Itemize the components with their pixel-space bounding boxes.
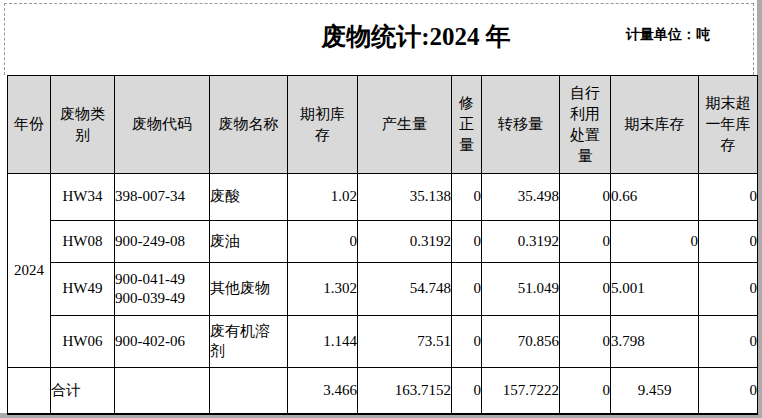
cell-closing[interactable]: 3.798 bbox=[611, 316, 699, 368]
cell-correction[interactable]: 0 bbox=[452, 221, 482, 263]
cell-generated[interactable]: 35.138 bbox=[358, 174, 452, 221]
cell-self-disposed[interactable]: 0 bbox=[560, 221, 611, 263]
page-break-line-top bbox=[4, 3, 754, 4]
cell-year-empty[interactable] bbox=[8, 368, 51, 414]
cell-closing[interactable]: 0.66 bbox=[611, 174, 699, 221]
cell-total-transferred[interactable]: 157.7222 bbox=[482, 368, 560, 414]
header-waste-name[interactable]: 废物名称 bbox=[210, 76, 288, 174]
cell-self-disposed[interactable]: 0 bbox=[560, 174, 611, 221]
cell-opening[interactable]: 1.144 bbox=[288, 316, 358, 368]
header-waste-code[interactable]: 废物代码 bbox=[115, 76, 210, 174]
cell-name[interactable]: 废油 bbox=[210, 221, 288, 263]
cell-code[interactable]: 900-402-06 bbox=[115, 316, 210, 368]
cell-transferred[interactable]: 51.049 bbox=[482, 263, 560, 316]
cell-code[interactable]: 398-007-34 bbox=[115, 174, 210, 221]
cell-correction[interactable]: 0 bbox=[452, 263, 482, 316]
cell-self-disposed[interactable]: 0 bbox=[560, 316, 611, 368]
cell-code[interactable]: 900-249-08 bbox=[115, 221, 210, 263]
cell-total-generated[interactable]: 163.7152 bbox=[358, 368, 452, 414]
waste-statistics-table: 年份 废物类 别 废物代码 废物名称 期初库 存 产生量 修 正 量 转移量 自… bbox=[7, 75, 758, 415]
cell-closing[interactable]: 0 bbox=[611, 221, 699, 263]
cell-category[interactable]: HW49 bbox=[51, 263, 115, 316]
cell-correction[interactable]: 0 bbox=[452, 174, 482, 221]
table-row-hw49: HW49 900-041-49 900-039-49 其他废物 1.302 54… bbox=[8, 263, 758, 316]
header-closing-stock[interactable]: 期末库存 bbox=[611, 76, 699, 174]
cell-over-one-year[interactable]: 0 bbox=[699, 221, 758, 263]
header-self-disposed[interactable]: 自行 利用 处置 量 bbox=[560, 76, 611, 174]
cell-closing[interactable]: 5.001 bbox=[611, 263, 699, 316]
cell-transferred[interactable]: 0.3192 bbox=[482, 221, 560, 263]
unit-label: 计量单位：吨 bbox=[626, 26, 710, 44]
header-opening-stock[interactable]: 期初库 存 bbox=[288, 76, 358, 174]
cell-total-closing[interactable]: 9.459 bbox=[611, 368, 699, 414]
table-row-hw34: 2024 HW34 398-007-34 废酸 1.02 35.138 0 35… bbox=[8, 174, 758, 221]
header-over-one-year[interactable]: 期末超 一年库 存 bbox=[699, 76, 758, 174]
cell-category[interactable]: HW34 bbox=[51, 174, 115, 221]
header-year[interactable]: 年份 bbox=[8, 76, 51, 174]
table-row-hw06: HW06 900-402-06 废有机溶 剂 1.144 73.51 0 70.… bbox=[8, 316, 758, 368]
cell-total-over-one-year[interactable]: 0 bbox=[699, 368, 758, 414]
cell-year[interactable]: 2024 bbox=[8, 174, 51, 368]
spreadsheet-screen: 废物统计:2024 年 计量单位：吨 年份 废物类 别 废物代码 废物名称 期初… bbox=[0, 0, 762, 418]
cell-opening[interactable]: 0 bbox=[288, 221, 358, 263]
cell-category[interactable]: HW06 bbox=[51, 316, 115, 368]
page-break-line-left bbox=[4, 3, 5, 75]
cell-category[interactable]: HW08 bbox=[51, 221, 115, 263]
cell-opening[interactable]: 1.302 bbox=[288, 263, 358, 316]
table-row-total: 合计 3.466 163.7152 0 157.7222 0 9.459 0 bbox=[8, 368, 758, 414]
cell-total-correction[interactable]: 0 bbox=[452, 368, 482, 414]
cell-name[interactable]: 废有机溶 剂 bbox=[210, 316, 288, 368]
cell-code-empty[interactable] bbox=[115, 368, 210, 414]
cell-name[interactable]: 其他废物 bbox=[210, 263, 288, 316]
cell-opening[interactable]: 1.02 bbox=[288, 174, 358, 221]
cell-transferred[interactable]: 70.856 bbox=[482, 316, 560, 368]
header-transferred[interactable]: 转移量 bbox=[482, 76, 560, 174]
page-break-line-right bbox=[753, 3, 754, 75]
cell-total-self-disposed[interactable]: 0 bbox=[560, 368, 611, 414]
cell-correction[interactable]: 0 bbox=[452, 316, 482, 368]
cell-over-one-year[interactable]: 0 bbox=[699, 316, 758, 368]
page-title: 废物统计:2024 年 bbox=[321, 20, 511, 53]
cell-name-empty[interactable] bbox=[210, 368, 288, 414]
cell-self-disposed[interactable]: 0 bbox=[560, 263, 611, 316]
table-row-hw08: HW08 900-249-08 废油 0 0.3192 0 0.3192 0 0… bbox=[8, 221, 758, 263]
header-correction[interactable]: 修 正 量 bbox=[452, 76, 482, 174]
cell-over-one-year[interactable]: 0 bbox=[699, 263, 758, 316]
cell-total-opening[interactable]: 3.466 bbox=[288, 368, 358, 414]
cell-name[interactable]: 废酸 bbox=[210, 174, 288, 221]
cell-generated[interactable]: 0.3192 bbox=[358, 221, 452, 263]
cell-generated[interactable]: 54.748 bbox=[358, 263, 452, 316]
cell-total-label[interactable]: 合计 bbox=[51, 368, 115, 414]
header-waste-category[interactable]: 废物类 别 bbox=[51, 76, 115, 174]
cell-over-one-year[interactable]: 0 bbox=[699, 174, 758, 221]
header-generated[interactable]: 产生量 bbox=[358, 76, 452, 174]
cell-code[interactable]: 900-041-49 900-039-49 bbox=[115, 263, 210, 316]
cell-generated[interactable]: 73.51 bbox=[358, 316, 452, 368]
header-row: 年份 废物类 别 废物代码 废物名称 期初库 存 产生量 修 正 量 转移量 自… bbox=[8, 76, 758, 174]
cell-transferred[interactable]: 35.498 bbox=[482, 174, 560, 221]
